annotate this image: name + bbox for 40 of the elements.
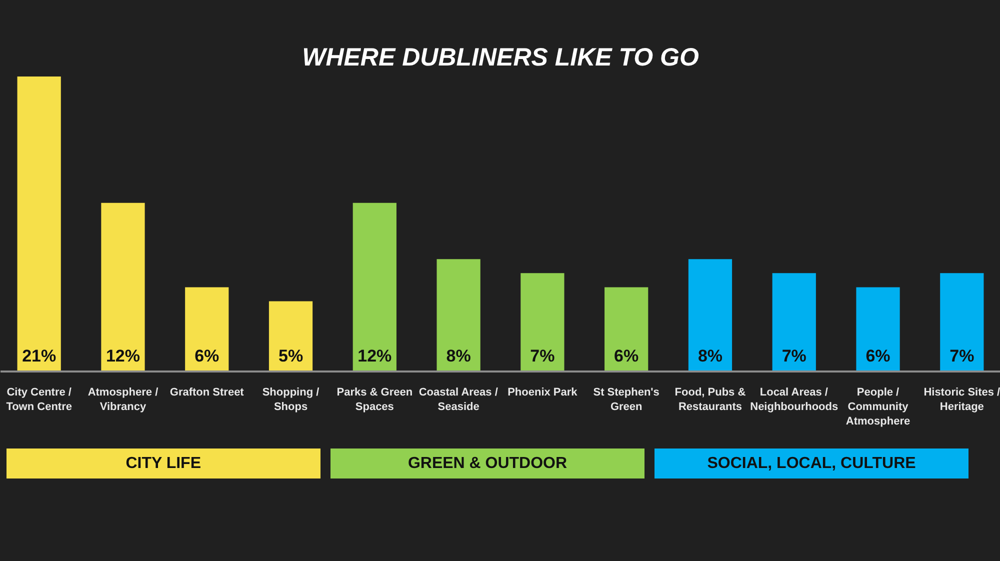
x-tick-label: Local Areas / Neighbourhoods	[750, 386, 838, 413]
x-tick-label: People / Community Atmosphere	[846, 386, 910, 428]
x-tick-label: Phoenix Park	[508, 386, 578, 398]
chart-title: WHERE DUBLINERS LIKE TO GO	[302, 44, 700, 72]
x-tick-label: Coastal Areas / Seaside	[418, 386, 498, 413]
x-tick-label: St Stephen's Green	[593, 386, 660, 413]
bar	[520, 273, 564, 372]
x-tick-label: Parks & Green Spaces	[336, 386, 413, 413]
text: GREEN & OUTDOOR	[408, 455, 568, 472]
data-label: 6%	[194, 346, 220, 366]
bar	[688, 259, 732, 372]
bar	[856, 287, 900, 372]
text: CITY LIFE	[126, 455, 202, 472]
x-tick-label: City Centre / Town Centre	[6, 386, 72, 413]
data-label: 5%	[278, 346, 304, 366]
data-label: 6%	[866, 346, 890, 366]
bar	[436, 259, 480, 372]
data-label: 8%	[446, 346, 471, 366]
bar	[185, 287, 229, 372]
bar	[772, 273, 816, 372]
data-label: 12%	[358, 346, 392, 366]
data-label: 6%	[614, 346, 639, 366]
x-tick-label: Food, Pubs & Restaurants	[674, 386, 746, 413]
data-label: 21%	[22, 346, 56, 366]
bar	[17, 76, 61, 372]
data-label: 8%	[698, 346, 723, 366]
x-tick-label: Atmosphere / Vibrancy	[88, 386, 158, 413]
bar	[101, 202, 145, 372]
data-label: 12%	[106, 346, 140, 366]
text: SOCIAL, LOCAL, CULTURE	[707, 455, 916, 472]
data-label: 7%	[530, 346, 555, 366]
bar	[604, 287, 648, 372]
x-tick-label: Grafton Street	[170, 386, 244, 398]
x-tick-label: Historic Sites / Heritage	[924, 386, 1000, 413]
x-tick-label: Shopping / Shops	[262, 386, 320, 413]
data-label: 7%	[782, 346, 806, 366]
bar	[940, 273, 984, 372]
bar	[268, 301, 313, 372]
bar	[352, 202, 396, 372]
data-label: 7%	[950, 346, 974, 366]
